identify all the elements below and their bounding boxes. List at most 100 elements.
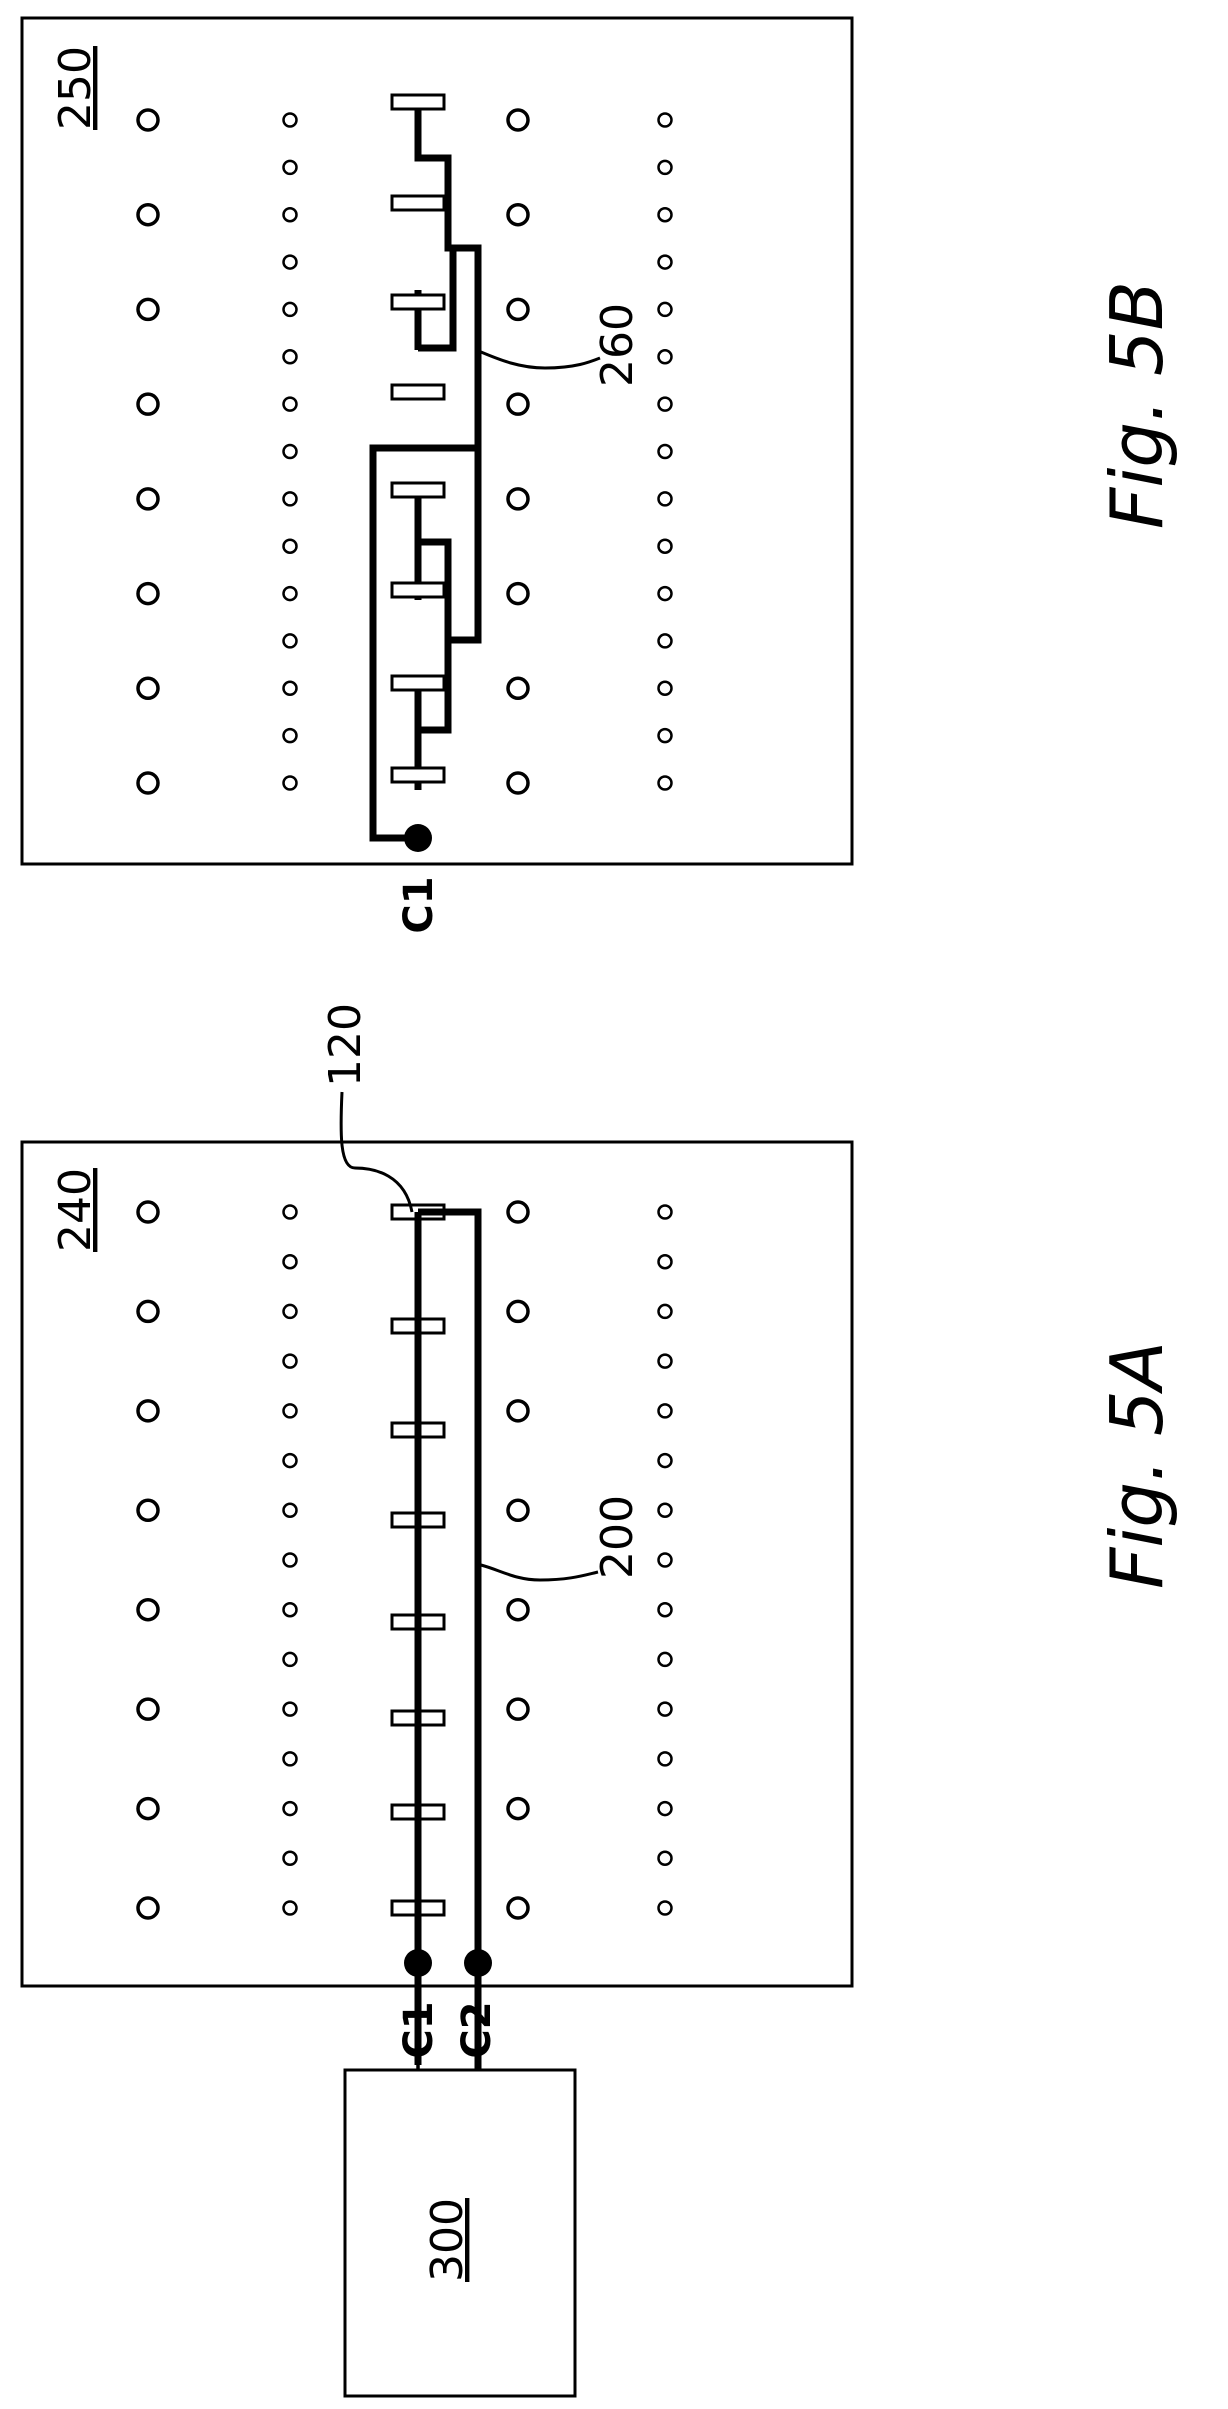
fig5b-electrode (392, 385, 444, 399)
fig5a-small-hole (284, 1653, 297, 1666)
contact-c1-label: C1 (396, 2001, 442, 2058)
figure-5b-caption: Fig. 5B (1095, 281, 1179, 529)
fig5b-small-hole (284, 303, 297, 316)
fig5b-electrode (392, 768, 444, 782)
fig5b-small-hole (284, 256, 297, 269)
fig5b-large-hole (508, 584, 528, 604)
fig5b-small-hole (659, 682, 672, 695)
fig5a-small-hole (659, 1852, 672, 1865)
fig5a-small-hole (659, 1454, 672, 1467)
contact-c1-dot-5b (404, 824, 432, 852)
fig5b-large-hole (508, 110, 528, 130)
fig5a-small-hole (659, 1554, 672, 1567)
fig5a-large-hole (138, 1500, 158, 1520)
fig5b-small-hole (659, 587, 672, 600)
fig5b-small-hole (284, 492, 297, 505)
fig5b-small-hole (284, 398, 297, 411)
panel-240-label: 240 (50, 1168, 101, 1252)
fig5a-small-hole (284, 1206, 297, 1219)
fig5b-large-hole (508, 678, 528, 698)
fig5a-small-hole (284, 1752, 297, 1765)
fig5b-large-hole (138, 678, 158, 698)
fig5a-large-hole (508, 1600, 528, 1620)
controller-300-label: 300 (422, 2198, 473, 2282)
fig5a-small-hole (659, 1902, 672, 1915)
fig5b-small-hole (659, 256, 672, 269)
fig5b-small-hole (659, 303, 672, 316)
fig5b-large-hole (138, 110, 158, 130)
fig5a-large-hole (508, 1500, 528, 1520)
figure-5a-caption: Fig. 5A (1095, 1341, 1179, 1589)
fig5b-electrode (392, 95, 444, 109)
fig5a-small-hole (284, 1802, 297, 1815)
fig5b-electrode (392, 295, 444, 309)
fig5b-large-hole (508, 299, 528, 319)
fig5a-large-hole (138, 1699, 158, 1719)
fig5a-small-hole (659, 1653, 672, 1666)
contact-c2-label: C2 (454, 2001, 500, 2058)
panel-250-label: 250 (50, 46, 101, 130)
fig5b-large-hole (508, 489, 528, 509)
panel-240-label-group: 240 (50, 1168, 101, 1252)
fig5b-small-hole (284, 634, 297, 647)
fig5b-electrode (392, 196, 444, 210)
fig5b-electrode (392, 583, 444, 597)
fig5b-small-hole (284, 777, 297, 790)
fig5a-large-hole (138, 1202, 158, 1222)
fig5b-small-hole (659, 729, 672, 742)
fig5a-small-hole (284, 1852, 297, 1865)
fig5b-small-hole (659, 398, 672, 411)
fig5a-large-hole (138, 1600, 158, 1620)
fig5b-small-hole (659, 350, 672, 363)
fig5a-small-hole (659, 1305, 672, 1318)
fig5b-small-hole (659, 492, 672, 505)
fig5a-small-hole (659, 1752, 672, 1765)
fig5a-large-hole (508, 1898, 528, 1918)
fig5a-small-hole (284, 1504, 297, 1517)
figure-5a: 240 C1 C2 300 120 200 (22, 1003, 1179, 2396)
fig5b-large-hole (508, 773, 528, 793)
fig5b-large-hole (508, 394, 528, 414)
panel-250 (22, 18, 852, 864)
fig5a-large-hole (508, 1699, 528, 1719)
fig5b-small-hole (284, 587, 297, 600)
fig5a-small-hole (284, 1454, 297, 1467)
fig5a-small-hole (659, 1355, 672, 1368)
fig5a-small-hole (284, 1355, 297, 1368)
fig5b-small-hole (659, 777, 672, 790)
fig5b-small-hole (284, 208, 297, 221)
fig5b-small-hole (659, 114, 672, 127)
fig5b-small-hole (659, 634, 672, 647)
fig5a-small-hole (284, 1305, 297, 1318)
fig5b-large-hole (138, 394, 158, 414)
fig5b-large-hole (138, 773, 158, 793)
lead-260-label: 260 (592, 303, 643, 387)
lead-200-label: 200 (592, 1495, 643, 1579)
fig5a-small-hole (284, 1603, 297, 1616)
figure-5b: 250 C1 260 Fig. 5B (22, 18, 1179, 934)
fig5a-small-hole (659, 1504, 672, 1517)
fig5a-small-hole (659, 1255, 672, 1268)
fig5b-small-hole (284, 729, 297, 742)
fig5b-small-hole (659, 540, 672, 553)
fig5a-large-hole (508, 1301, 528, 1321)
panel-240 (22, 1142, 852, 1986)
fig5a-small-hole (659, 1802, 672, 1815)
fig5a-large-hole (138, 1401, 158, 1421)
fig5a-small-hole (284, 1404, 297, 1417)
fig5b-small-hole (284, 350, 297, 363)
fig5b-large-hole (138, 299, 158, 319)
fig5b-large-hole (508, 205, 528, 225)
fig5a-small-hole (659, 1404, 672, 1417)
fig5b-large-hole (138, 584, 158, 604)
fig5b-small-hole (284, 540, 297, 553)
fig5a-small-hole (284, 1902, 297, 1915)
fig5b-large-hole (138, 489, 158, 509)
fig5a-large-hole (138, 1799, 158, 1819)
fig5a-large-hole (508, 1799, 528, 1819)
fig5b-electrode (392, 676, 444, 690)
fig5b-small-hole (284, 445, 297, 458)
fig5a-small-hole (659, 1603, 672, 1616)
fig5b-small-hole (659, 161, 672, 174)
